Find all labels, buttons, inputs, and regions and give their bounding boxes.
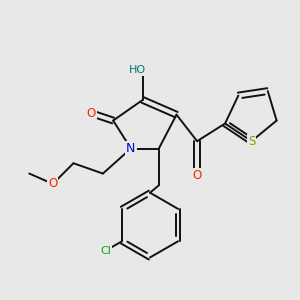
Text: O: O	[48, 177, 58, 190]
Text: S: S	[248, 135, 255, 148]
Text: HO: HO	[129, 64, 146, 75]
Text: O: O	[86, 107, 96, 120]
Text: Cl: Cl	[100, 246, 111, 256]
Text: O: O	[193, 169, 202, 182]
Text: N: N	[126, 142, 136, 155]
